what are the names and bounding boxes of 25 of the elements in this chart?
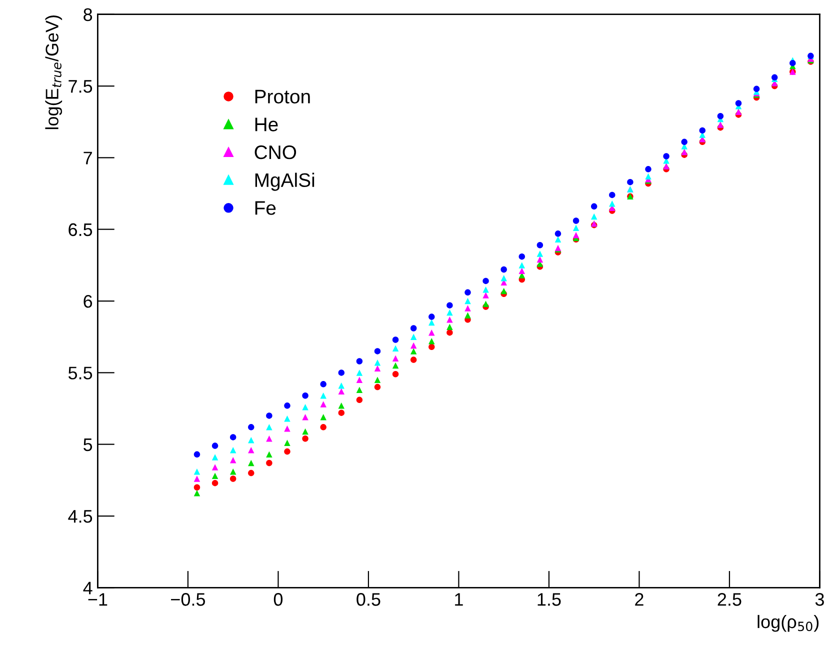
legend-label: MgAlSi (255, 172, 314, 191)
x-tick-label: −0.5 (171, 593, 206, 606)
legend-label: Proton (255, 90, 310, 104)
y-axis-title: log(E$_{true}$/GeV) (45, 15, 62, 130)
y-tick-label: 6.5 (68, 223, 92, 236)
y-tick-label: 5.5 (68, 366, 92, 380)
x-tick-label: 0.5 (356, 593, 380, 606)
x-tick-label: 1.5 (538, 593, 561, 606)
legend-label: Fe (255, 201, 276, 215)
x-tick-label: 0 (274, 593, 283, 606)
y-tick-label: 5 (84, 438, 92, 452)
y-tick-label: 7 (84, 152, 92, 164)
x-tick-label: −1 (88, 593, 108, 606)
legend-label: CNO (254, 145, 296, 160)
x-tick-label: 2.5 (718, 593, 742, 606)
y-tick-label: 7.5 (68, 80, 92, 93)
x-axis-title: log(ρ$_{50}$) (758, 614, 819, 632)
y-tick-label: 4.5 (68, 510, 92, 523)
y-tick-label: 6 (84, 294, 92, 308)
y-tick-label: 4 (83, 582, 92, 594)
legend-label: He (255, 118, 278, 132)
y-tick-label: 8 (84, 8, 92, 22)
x-tick-label: 2 (635, 593, 644, 606)
x-tick-label: 3 (815, 593, 824, 606)
x-tick-label: 1 (455, 593, 463, 606)
